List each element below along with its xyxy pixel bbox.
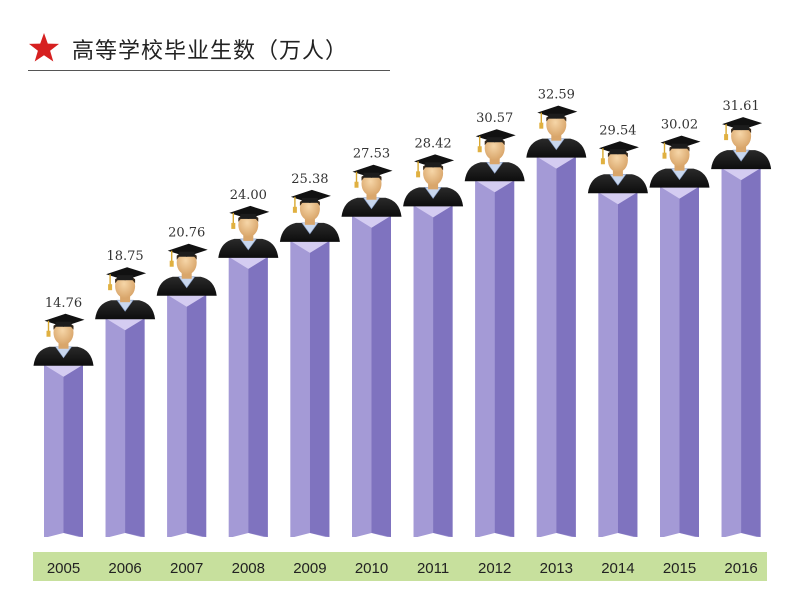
x-tick-label: 2012 <box>478 560 511 577</box>
value-label: 32.59 <box>538 88 575 103</box>
graduate-icon <box>95 267 156 320</box>
bar-top <box>413 205 453 218</box>
bar-top <box>105 318 145 331</box>
x-tick-label: 2016 <box>724 560 757 577</box>
graduate-icons <box>33 105 772 366</box>
bar-notch <box>105 533 145 538</box>
bar-group <box>44 156 761 538</box>
x-axis-band <box>33 552 767 581</box>
bar-face <box>475 180 495 537</box>
bar-notch <box>721 533 761 538</box>
bar-top <box>660 186 699 199</box>
bar-side <box>494 180 515 537</box>
bar-side <box>741 168 761 537</box>
bar-side <box>679 186 699 537</box>
x-tick-label: 2011 <box>417 560 449 577</box>
bar-face <box>290 240 310 537</box>
value-label: 27.53 <box>353 147 390 162</box>
value-label: 14.76 <box>45 296 82 311</box>
bar-face <box>721 168 742 537</box>
bar-face <box>536 156 557 538</box>
graduate-icon <box>587 141 648 194</box>
graduate-icon <box>156 243 217 296</box>
chart-title: 高等学校毕业生数（万人） <box>72 39 349 64</box>
bar-side <box>433 205 453 537</box>
x-tick-label: 2010 <box>355 560 388 577</box>
bar-top <box>290 240 330 253</box>
graduate-icon <box>341 164 402 217</box>
bar-face <box>352 215 372 537</box>
bar-face <box>228 256 249 537</box>
graduate-icon <box>218 205 279 258</box>
x-tick-label: 2009 <box>293 560 326 577</box>
bar-face <box>44 364 64 537</box>
graduate-icon <box>649 135 710 188</box>
bar-notch <box>475 533 515 538</box>
bar-notch <box>413 533 453 538</box>
bar-side <box>248 256 268 537</box>
bar-side <box>309 240 330 537</box>
bar-face <box>167 294 187 537</box>
value-label: 30.02 <box>661 118 698 133</box>
bar-top <box>536 156 576 169</box>
x-tick-label: 2014 <box>601 560 634 577</box>
value-label: 29.54 <box>599 123 636 138</box>
bar-top <box>598 192 638 205</box>
graduate-icon <box>33 313 94 366</box>
bar-face <box>598 192 618 538</box>
value-label: 20.76 <box>168 226 205 241</box>
bar-top <box>167 294 207 307</box>
bar-notch <box>167 533 207 538</box>
value-label: 28.42 <box>414 136 451 151</box>
x-tick-label: 2006 <box>108 560 141 577</box>
value-label: 31.61 <box>722 99 759 114</box>
x-tick-label: 2005 <box>47 560 80 577</box>
star-icon <box>29 33 59 62</box>
x-tick-label: 2015 <box>663 560 696 577</box>
chart-header: 高等学校毕业生数（万人） <box>28 26 390 71</box>
bar-top <box>44 364 83 377</box>
graduate-icon <box>711 117 772 170</box>
bar-notch <box>352 533 391 538</box>
bar-side <box>186 294 207 537</box>
bar-top <box>475 180 515 193</box>
x-tick-label: 2013 <box>540 560 573 577</box>
bar-face <box>660 186 680 537</box>
bar-top <box>721 168 761 181</box>
bar-face <box>413 205 434 537</box>
bar-notch <box>536 533 576 538</box>
bar-top <box>352 215 391 228</box>
bar-notch <box>290 533 330 538</box>
value-label: 24.00 <box>230 188 267 203</box>
x-tick-label: 2007 <box>170 560 203 577</box>
graduate-icon <box>403 154 464 207</box>
bar-notch <box>660 533 699 538</box>
value-label: 18.75 <box>106 249 143 264</box>
bar-side <box>556 156 576 538</box>
graduate-icon <box>464 129 525 182</box>
bar-side <box>63 364 83 537</box>
bar-notch <box>598 533 638 538</box>
value-label: 30.57 <box>476 111 513 126</box>
x-tick-label: 2008 <box>232 560 265 577</box>
graduate-icon <box>279 189 340 242</box>
graduate-icon <box>526 105 587 158</box>
value-label: 25.38 <box>291 172 328 187</box>
bar-notch <box>228 533 268 538</box>
bar-side <box>125 318 145 537</box>
bar-side <box>371 215 391 537</box>
bar-side <box>617 192 638 538</box>
x-tick-labels: 2005 2006 2007 2008 2009 2010 2011 2012 2013 2014… <box>47 560 758 577</box>
bar-notch <box>44 533 83 538</box>
bar-face <box>105 318 126 537</box>
bar-top <box>228 256 268 269</box>
value-labels: 14.76 18.75 20.76 24.00 25.38 27.53 28.42 30.57… <box>45 88 760 311</box>
